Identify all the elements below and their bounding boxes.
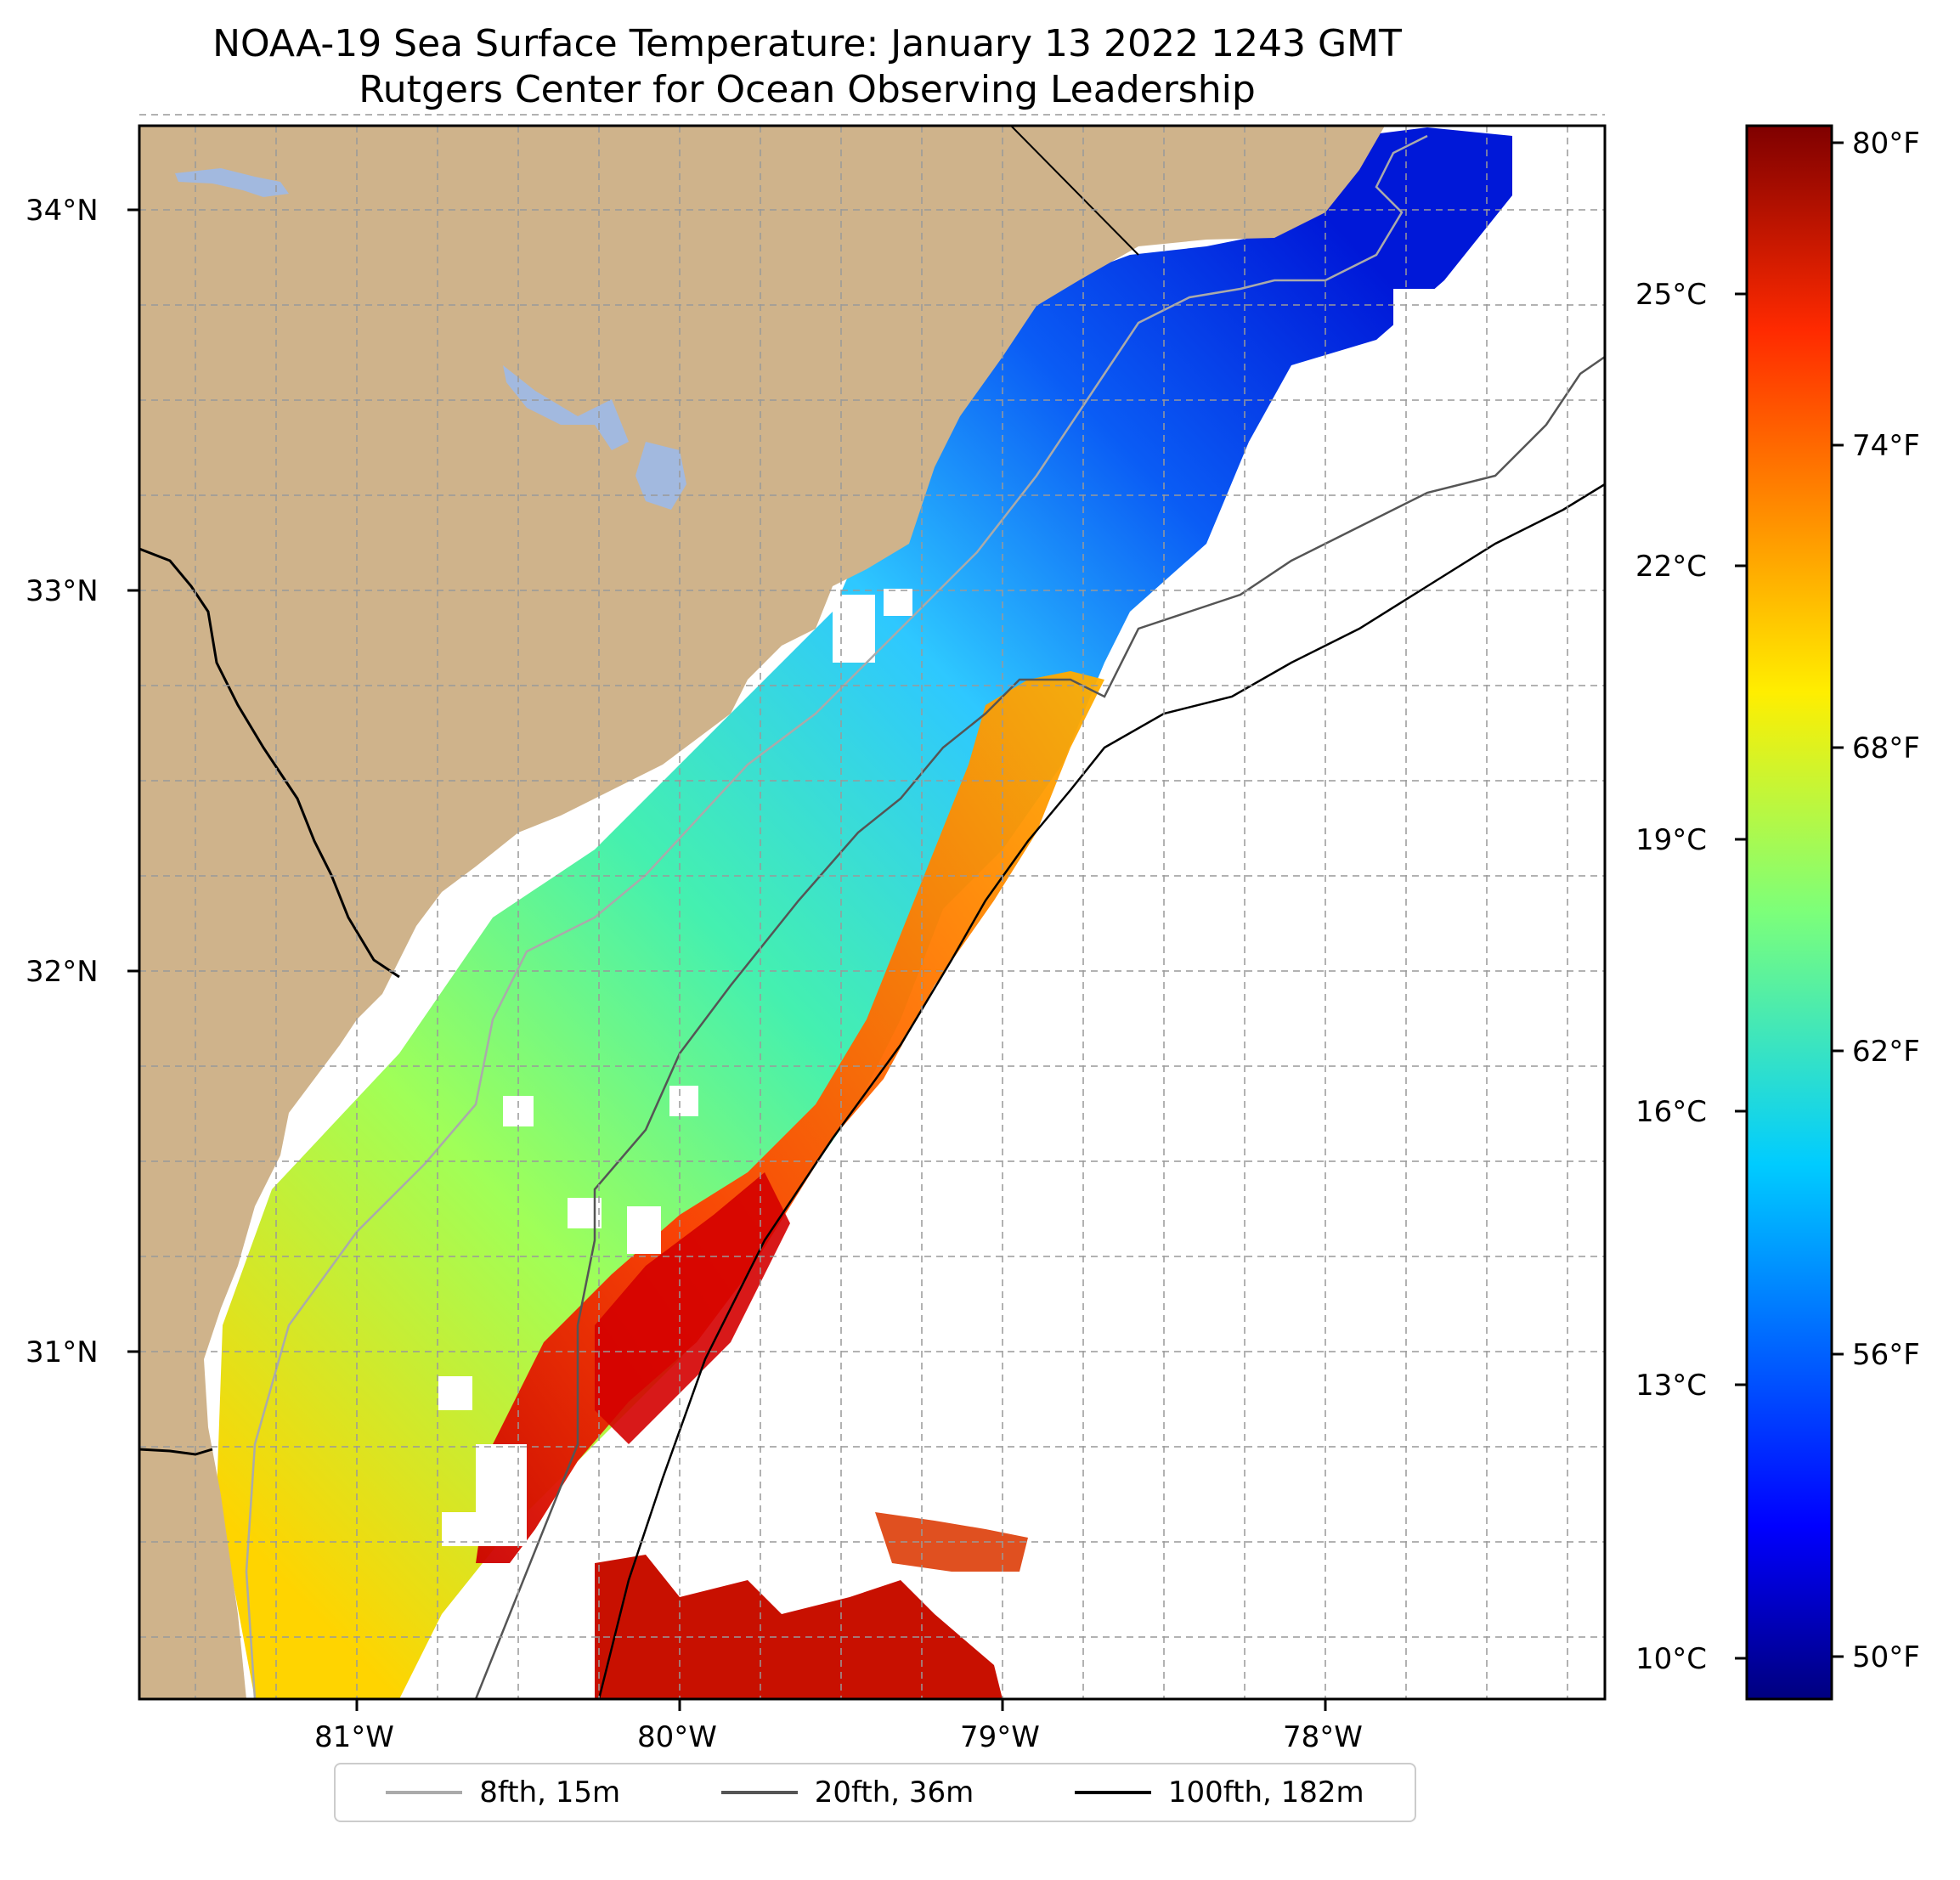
legend-item-8fth: 8fth, 15m <box>386 1776 620 1809</box>
colorbar-fahrenheit-label: 74°F <box>1852 429 1920 463</box>
lake-moultrie <box>635 442 686 510</box>
contour-20fth <box>474 355 1605 1699</box>
colorbar-fahrenheit-label: 62°F <box>1852 1035 1920 1069</box>
legend-label-100fth: 100fth, 182m <box>1167 1776 1364 1809</box>
lake-north <box>175 168 289 197</box>
legend-line-100fth <box>1074 1791 1151 1794</box>
lat-label-32: 32°N <box>25 955 99 989</box>
land-mass <box>139 126 1385 1699</box>
map-grid <box>139 114 1605 1699</box>
sst-field-cool <box>217 127 1512 1699</box>
colorbar-ticks <box>1735 141 1844 1660</box>
colorbar-celsius-label: 19°C <box>1635 823 1708 857</box>
lon-label-81: 81°W <box>314 1720 394 1754</box>
axis-ticks <box>127 208 1327 1711</box>
lake-marion <box>503 365 629 450</box>
colorbar-fahrenheit-label: 68°F <box>1852 731 1920 765</box>
legend-line-8fth <box>386 1791 463 1794</box>
map-subtitle: Rutgers Center for Ocean Observing Leade… <box>359 68 1256 111</box>
sst-field-south-patch <box>595 1555 1003 1699</box>
lat-label-31: 31°N <box>25 1335 99 1369</box>
state-border-fl <box>139 1448 213 1456</box>
legend-label-8fth: 8fth, 15m <box>479 1776 621 1809</box>
plot-frame <box>138 124 1607 1701</box>
state-border-ga <box>139 547 400 979</box>
lon-label-79: 79°W <box>960 1720 1040 1754</box>
colorbar-celsius-label: 13°C <box>1635 1369 1708 1403</box>
state-border <box>1010 126 1139 256</box>
legend-item-100fth: 100fth, 182m <box>1074 1776 1364 1809</box>
sst-field-hot <box>595 1172 790 1444</box>
colorbar-celsius-label: 10°C <box>1635 1642 1708 1676</box>
lat-label-33: 33°N <box>25 574 99 608</box>
legend-line-20fth <box>720 1791 798 1794</box>
map-title: NOAA-19 Sea Surface Temperature: January… <box>212 22 1402 65</box>
contour-8fth <box>245 134 1428 1699</box>
lon-label-78: 78°W <box>1283 1720 1363 1754</box>
contour-100fth <box>597 483 1605 1699</box>
colorbar-fahrenheit-label: 50°F <box>1852 1640 1920 1674</box>
contour-legend: 8fth, 15m 20fth, 36m 100fth, 182m <box>334 1763 1416 1822</box>
colorbar-celsius-label: 22°C <box>1635 550 1708 584</box>
legend-label-20fth: 20fth, 36m <box>814 1776 974 1809</box>
lat-label-34: 34°N <box>25 194 99 228</box>
lon-label-80: 80°W <box>637 1720 717 1754</box>
colorbar-fahrenheit-label: 56°F <box>1852 1338 1920 1372</box>
legend-item-20fth: 20fth, 36m <box>720 1776 974 1809</box>
colorbar-celsius-label: 16°C <box>1635 1095 1708 1129</box>
colorbar <box>1745 124 1833 1701</box>
colorbar-fahrenheit-label: 80°F <box>1852 127 1920 161</box>
colorbar-celsius-label: 25°C <box>1635 278 1708 312</box>
